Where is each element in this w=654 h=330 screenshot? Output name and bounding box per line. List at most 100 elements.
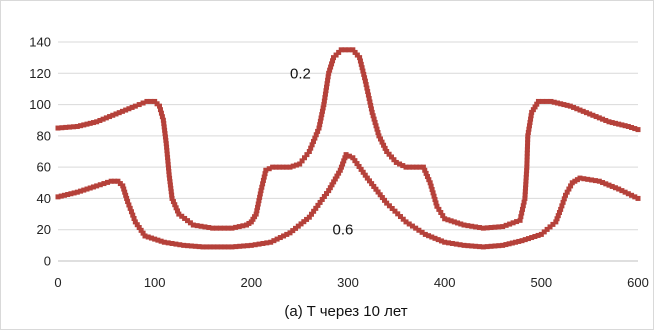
data-point-series-1 [583, 110, 589, 116]
data-point-series-2 [435, 237, 441, 243]
data-point-series-1 [514, 219, 520, 225]
y-tick-label: 20 [37, 222, 51, 237]
data-point-series-1 [558, 101, 564, 107]
data-point-series-1 [164, 144, 170, 150]
data-point-series-2 [298, 221, 304, 227]
data-point-series-2 [274, 236, 280, 242]
data-point-series-1 [609, 120, 615, 126]
data-point-series-2 [592, 178, 598, 184]
data-point-series-1 [529, 109, 535, 115]
data-point-series-1 [290, 163, 296, 169]
data-point-series-2 [311, 208, 317, 214]
data-point-series-2 [397, 214, 403, 220]
x-tick-label: 600 [627, 275, 649, 290]
data-point-series-2 [68, 191, 74, 197]
data-point-series-2 [379, 195, 385, 201]
data-point-series-2 [181, 242, 187, 248]
data-point-series-1 [527, 119, 533, 125]
data-point-series-2 [581, 176, 587, 182]
data-point-series-1 [163, 137, 169, 143]
data-point-series-1 [78, 123, 84, 129]
x-tick-labels: 0 100 200 300 400 500 600 [54, 275, 648, 290]
data-point-series-1 [261, 174, 267, 180]
data-point-series-1 [525, 133, 531, 139]
data-point-series-1 [187, 220, 193, 226]
annotation-label: 0.6 [333, 222, 354, 239]
data-point-series-1 [524, 161, 530, 167]
data-point-series-1 [266, 166, 272, 172]
data-point-series-2 [600, 180, 606, 186]
data-point-series-1 [432, 197, 438, 203]
data-point-series-2 [256, 241, 262, 247]
data-point-series-2 [535, 232, 541, 238]
data-point-series-1 [420, 164, 426, 170]
data-point-series-1 [158, 110, 164, 116]
data-point-series-1 [262, 171, 268, 177]
data-point-series-2 [422, 231, 428, 237]
data-point-series-2 [200, 244, 206, 250]
data-point-series-2 [350, 155, 356, 161]
data-point-series-1 [413, 164, 419, 170]
data-point-series-2 [503, 242, 509, 248]
data-point-series-2 [252, 242, 258, 248]
data-point-series-2 [572, 178, 578, 184]
data-point-series-2 [373, 186, 379, 192]
y-tick-label: 140 [29, 35, 51, 50]
y-tick-label: 120 [29, 66, 51, 81]
data-point-series-2 [632, 194, 638, 200]
data-point-series-2 [603, 181, 609, 187]
data-point-series-2 [516, 238, 522, 244]
data-point-series-2 [293, 225, 299, 231]
data-point-series-2 [215, 244, 220, 250]
data-point-series-1 [250, 216, 256, 222]
data-point-series-2 [596, 178, 602, 184]
data-point-series-2 [606, 182, 612, 188]
data-point-series-2 [429, 234, 435, 240]
data-point-series-2 [126, 202, 132, 208]
data-point-series-1 [360, 68, 366, 74]
data-point-series-2 [616, 186, 622, 192]
x-tick-label: 200 [240, 275, 262, 290]
data-point-series-2 [145, 234, 151, 240]
x-tick-label: 300 [337, 275, 359, 290]
data-point-series-2 [290, 228, 296, 234]
data-point-series-1 [350, 47, 356, 53]
data-point-series-1 [564, 102, 570, 108]
data-point-series-1 [325, 77, 331, 83]
data-point-series-1 [221, 225, 227, 231]
data-point-series-2 [55, 194, 61, 200]
data-point-series-1 [571, 104, 577, 110]
data-point-series-2 [97, 182, 103, 188]
data-point-series-2 [315, 202, 321, 208]
data-point-series-2 [522, 237, 528, 243]
data-point-series-1 [110, 112, 116, 118]
data-point-series-1 [519, 210, 525, 216]
data-point-series-1 [574, 106, 580, 112]
data-point-series-2 [78, 188, 84, 194]
data-point-series-1 [534, 101, 540, 107]
data-point-series-1 [148, 98, 154, 104]
data-point-series-1 [587, 111, 593, 117]
data-point-series-1 [616, 121, 622, 127]
data-point-series-2 [125, 199, 131, 205]
data-point-series-2 [340, 161, 346, 167]
data-point-series-1 [333, 52, 339, 58]
annotations: 0.2 0.6 [290, 65, 353, 238]
data-point-series-2 [375, 189, 381, 195]
x-tick-label: 400 [434, 275, 456, 290]
data-point-series-1 [308, 145, 314, 151]
data-point-series-1 [248, 219, 254, 225]
data-point-series-2 [406, 221, 412, 227]
data-point-series-1 [263, 167, 269, 173]
data-point-series-1 [428, 183, 434, 189]
data-point-series-2 [492, 243, 498, 249]
data-point-series-1 [182, 215, 188, 221]
data-point-series-1 [469, 223, 475, 229]
data-point-series-1 [422, 167, 428, 173]
data-point-series-1 [144, 98, 150, 104]
data-point-series-1 [59, 125, 65, 131]
data-point-series-1 [164, 148, 170, 154]
data-point-series-2 [207, 244, 213, 250]
data-point-series-1 [417, 164, 423, 170]
data-point-series-1 [524, 147, 530, 153]
